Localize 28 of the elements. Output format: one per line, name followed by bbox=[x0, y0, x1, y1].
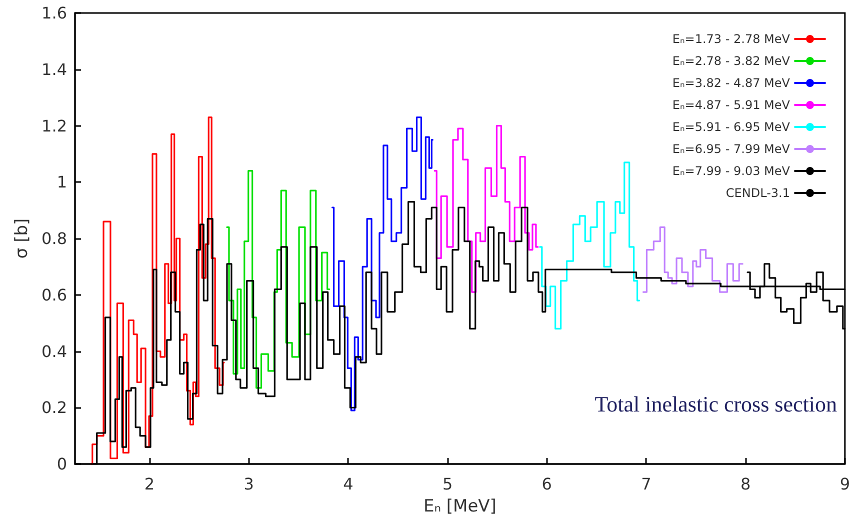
x-tick-label: 3 bbox=[244, 474, 254, 494]
x-tick-label: 7 bbox=[641, 474, 652, 494]
legend-label: Eₙ=6.95 - 7.99 MeV bbox=[672, 142, 791, 156]
x-tick-label: 9 bbox=[840, 474, 850, 494]
y-tick-label: 1.4 bbox=[42, 60, 67, 79]
y-tick-label: 1 bbox=[56, 172, 67, 192]
legend-label: Eₙ=1.73 - 2.78 MeV bbox=[672, 32, 791, 46]
y-tick-label: 1.6 bbox=[42, 4, 67, 22]
annotation: Total inelastic cross section bbox=[594, 392, 838, 416]
legend-label: Eₙ=3.82 - 4.87 MeV bbox=[672, 76, 791, 90]
y-tick-label: 1.2 bbox=[42, 116, 67, 136]
y-tick-label: 0.6 bbox=[42, 285, 67, 304]
x-tick-label: 2 bbox=[144, 474, 155, 494]
legend-label: Eₙ=2.78 - 3.82 MeV bbox=[672, 54, 791, 68]
legend-label: Eₙ=4.87 - 5.91 MeV bbox=[672, 98, 791, 112]
x-tick-label: 5 bbox=[442, 474, 453, 494]
x-tick-label: 8 bbox=[740, 474, 751, 494]
x-axis-title: Eₙ [MeV] bbox=[423, 496, 496, 516]
legend-label: CENDL-3.1 bbox=[726, 186, 790, 200]
x-tick-label: 6 bbox=[542, 474, 552, 494]
y-tick-label: 0.4 bbox=[42, 342, 67, 361]
y-tick-label: 0.8 bbox=[42, 229, 67, 248]
legend-label: Eₙ=5.91 - 6.95 MeV bbox=[672, 120, 791, 134]
x-tick-label: 4 bbox=[343, 474, 354, 494]
legend-label: Eₙ=7.99 - 9.03 MeV bbox=[672, 164, 791, 178]
y-tick-label: 0 bbox=[56, 454, 67, 474]
y-tick-label: 0.2 bbox=[42, 398, 67, 418]
y-axis-title: σ [b] bbox=[12, 218, 32, 259]
